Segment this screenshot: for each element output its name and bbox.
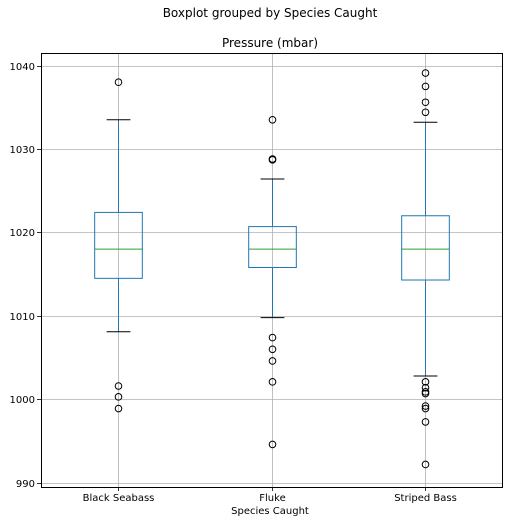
outlier-point xyxy=(421,418,430,426)
outlier-point xyxy=(268,156,277,164)
outlier-point xyxy=(268,345,277,354)
y-tick-label: 990 xyxy=(16,479,35,490)
outlier-point xyxy=(268,115,277,124)
y-tick-label: 1000 xyxy=(10,395,35,406)
outlier-point xyxy=(114,382,123,390)
x-tick-label: Black Seabass xyxy=(83,493,155,504)
box-group xyxy=(248,115,297,449)
outlier-point xyxy=(421,404,430,413)
y-tick-label: 1030 xyxy=(10,145,35,156)
outlier-point xyxy=(421,378,430,386)
box-group xyxy=(401,69,450,469)
outlier-point xyxy=(421,388,430,396)
grid-lines xyxy=(41,53,502,487)
outlier-point xyxy=(421,69,430,77)
y-tick-label: 1010 xyxy=(10,312,35,323)
box-iqr xyxy=(248,226,297,268)
outlier-point xyxy=(268,357,277,365)
y-tick-label: 1040 xyxy=(10,62,35,73)
x-tick-label: Fluke xyxy=(259,493,285,504)
outlier-point xyxy=(268,440,277,449)
box-iqr xyxy=(401,215,450,281)
outlier-point xyxy=(268,378,277,386)
x-axis-label: Species Caught xyxy=(231,506,309,517)
outlier-point xyxy=(421,460,430,469)
outlier-point xyxy=(421,402,430,410)
y-tick-label: 1020 xyxy=(10,228,35,239)
outlier-point xyxy=(421,98,430,107)
box-iqr xyxy=(94,211,143,279)
outlier-point xyxy=(114,393,123,401)
x-tick-label: Striped Bass xyxy=(394,493,457,504)
outlier-point xyxy=(268,333,277,342)
outlier-point xyxy=(114,78,123,87)
box-group xyxy=(94,78,143,413)
chart-title: Pressure (mbar) xyxy=(222,36,318,50)
outlier-point xyxy=(421,108,430,117)
axis-ticks: 990 1000 1010 1020 1030 1040 Black Seabass Fluk… xyxy=(10,62,457,504)
boxes xyxy=(94,69,450,469)
chart-suptitle: Boxplot grouped by Species Caught xyxy=(163,6,378,20)
outlier-point xyxy=(114,404,123,413)
outlier-point xyxy=(421,82,430,91)
outlier-point xyxy=(421,383,430,392)
plot-area-frame xyxy=(41,53,503,488)
